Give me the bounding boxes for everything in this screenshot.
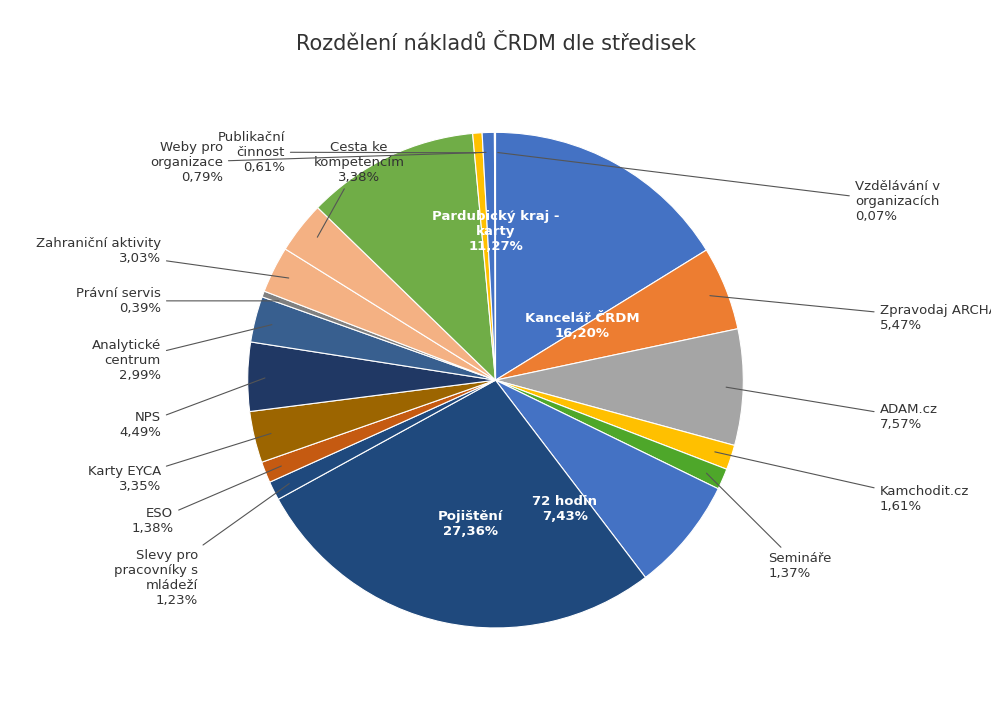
Text: Zahraniční aktivity
3,03%: Zahraniční aktivity 3,03%: [36, 237, 288, 278]
Wedge shape: [250, 380, 496, 463]
Text: Semináře
1,37%: Semináře 1,37%: [707, 473, 831, 580]
Text: ESO
1,38%: ESO 1,38%: [131, 466, 281, 536]
Text: NPS
4,49%: NPS 4,49%: [119, 378, 265, 439]
Wedge shape: [496, 329, 743, 446]
Text: Cesta ke
kompetencím
3,38%: Cesta ke kompetencím 3,38%: [314, 141, 404, 237]
Wedge shape: [285, 208, 496, 380]
Wedge shape: [496, 380, 718, 577]
Text: Slevy pro
pracovníky s
mládeží
1,23%: Slevy pro pracovníky s mládeží 1,23%: [114, 484, 289, 608]
Text: Weby pro
organizace
0,79%: Weby pro organizace 0,79%: [150, 141, 486, 184]
Wedge shape: [278, 380, 645, 628]
Text: Kancelář ČRDM
16,20%: Kancelář ČRDM 16,20%: [525, 312, 639, 339]
Text: Publikační
činnost
0,61%: Publikační činnost 0,61%: [217, 131, 476, 174]
Wedge shape: [496, 250, 738, 380]
Text: Karty EYCA
3,35%: Karty EYCA 3,35%: [88, 434, 271, 494]
Wedge shape: [496, 380, 734, 470]
Text: Právní servis
0,39%: Právní servis 0,39%: [76, 287, 279, 315]
Text: 72 hodin
7,43%: 72 hodin 7,43%: [532, 495, 598, 523]
Wedge shape: [251, 297, 496, 380]
Wedge shape: [496, 132, 707, 380]
Wedge shape: [265, 249, 496, 380]
Text: Zpravodaj ARCHA
5,47%: Zpravodaj ARCHA 5,47%: [710, 296, 991, 332]
Wedge shape: [270, 380, 496, 499]
Wedge shape: [482, 132, 496, 380]
Text: Kamchodit.cz
1,61%: Kamchodit.cz 1,61%: [715, 452, 969, 513]
Wedge shape: [262, 380, 496, 482]
Wedge shape: [263, 291, 496, 380]
Wedge shape: [248, 342, 496, 412]
Text: Pojištění
27,36%: Pojištění 27,36%: [438, 510, 503, 538]
Wedge shape: [318, 134, 496, 380]
Wedge shape: [495, 132, 496, 380]
Wedge shape: [496, 380, 726, 489]
Text: Pardubický kraj -
karty
11,27%: Pardubický kraj - karty 11,27%: [432, 210, 559, 253]
Wedge shape: [473, 133, 496, 380]
Text: Analytické
centrum
2,99%: Analytické centrum 2,99%: [92, 325, 272, 382]
Text: Vzdělávání v
organizacích
0,07%: Vzdělávání v organizacích 0,07%: [497, 153, 939, 223]
Text: ADAM.cz
7,57%: ADAM.cz 7,57%: [726, 387, 937, 432]
Title: Rozdělení nákladů ČRDM dle středisek: Rozdělení nákladů ČRDM dle středisek: [295, 34, 696, 54]
